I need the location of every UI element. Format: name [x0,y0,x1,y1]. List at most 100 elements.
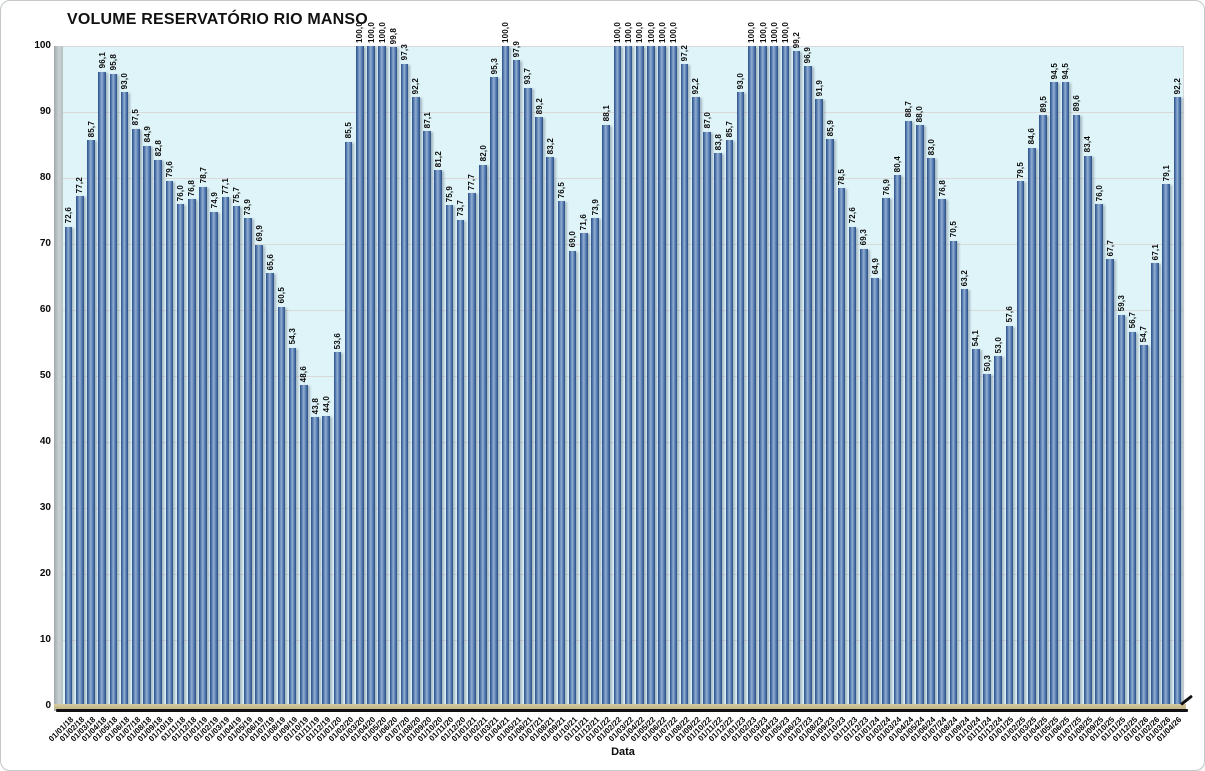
bar [1050,82,1058,706]
bar [949,240,958,706]
bar-value-label: 76,9 [881,179,891,196]
bar [972,348,980,706]
bar-value-label: 76,0 [1094,185,1104,202]
bar [479,164,487,706]
bar [871,277,879,706]
bar-value-label: 82,8 [153,140,163,157]
bar [848,226,857,706]
bar-value-label: 83,2 [545,137,555,154]
bar-value-label: 74,9 [209,192,219,209]
bar [333,352,342,706]
bar-value-label: 63,2 [960,269,970,286]
bar [300,385,308,706]
bar-value-label: 69,9 [254,225,264,242]
bar [815,99,823,706]
bar [636,46,644,706]
bar [501,46,510,706]
bar-value-label: 97,9 [512,40,522,57]
bar [132,128,140,706]
bar-value-label: 76,5 [556,181,566,199]
bar [210,211,218,706]
bar-value-label: 44,0 [321,396,331,413]
bar-value-label: 94,5 [1060,62,1070,80]
bar [658,46,666,706]
bar [1061,82,1070,706]
bar [490,77,498,706]
bar-value-label: 77,1 [220,177,230,195]
bar [893,175,902,706]
bar-value-label: 94,5 [1049,62,1059,80]
gridline [63,45,1183,47]
bar-value-label: 54,1 [971,329,981,346]
bar-value-label: 75,7 [232,187,242,204]
bar-value-label: 95,8 [108,54,118,71]
bar-value-label: 88,0 [915,105,925,123]
bar-value-label: 92,2 [691,78,701,95]
bar-value-label: 76,8 [187,179,197,197]
bar-value-label: 77,7 [467,173,477,191]
bar [356,46,364,706]
bar [546,156,554,706]
bar-value-label: 85,7 [86,121,96,138]
bar [904,120,913,706]
bar-value-label: 84,6 [1027,128,1037,145]
bar [154,159,162,706]
bar-value-label: 100,0 [646,21,656,43]
bar [232,206,241,706]
bar [602,124,610,706]
bar-value-label: 87,0 [702,112,712,129]
plot-left-wall [54,46,63,711]
y-tick-label: 30 [39,502,51,513]
bar-value-label: 76,8 [937,179,947,197]
bar-value-label: 64,9 [870,258,880,275]
bar-value-label: 79,6 [164,161,174,178]
bar-value-label: 56,7 [1128,312,1138,329]
bar [781,46,790,706]
bar [860,248,868,706]
bar [412,97,420,706]
gridline [63,111,1183,113]
bar-value-label: 54,3 [288,328,298,345]
bar [927,158,935,706]
bar [994,356,1002,706]
bar [1140,344,1148,706]
bar [76,196,84,706]
bar-value-label: 85,9 [825,119,835,137]
bar-value-label: 97,3 [400,44,410,61]
bar-value-label: 80,4 [892,156,902,173]
plot-floor [54,704,1186,709]
bar-value-label: 73,7 [456,200,466,217]
y-tick-label: 10 [39,634,51,645]
gridline [63,309,1183,311]
bar [770,46,778,706]
bar-value-label: 96,9 [803,47,813,64]
bar [669,46,678,706]
bar-value-label: 100,0 [747,21,757,43]
bar [960,288,969,706]
bar-value-label: 48,6 [299,365,309,383]
bar-value-label: 93,0 [736,72,746,90]
bar [199,186,207,706]
bar-value-label: 91,9 [814,80,824,97]
bar-value-label: 89,6 [1072,95,1082,112]
gridline [63,177,1183,179]
bar-value-label: 43,8 [310,397,320,414]
bar-value-label: 93,7 [523,68,533,85]
bar [524,87,532,706]
bar [748,46,756,706]
bar [1095,204,1103,706]
bar [322,415,330,706]
bar-value-label: 53,6 [332,332,342,350]
y-tick-label: 50 [39,370,51,381]
bar-value-label: 85,5 [344,122,354,139]
bar-value-label: 93,0 [120,72,130,90]
bar-value-label: 88,1 [601,105,611,122]
bar [1128,331,1137,706]
bar [1084,155,1092,706]
bar [378,46,386,706]
bar-value-label: 100,0 [780,21,790,43]
bar-value-label: 83,4 [1083,136,1093,153]
y-tick-label: 60 [39,304,51,315]
y-tick-label: 100 [34,40,51,51]
